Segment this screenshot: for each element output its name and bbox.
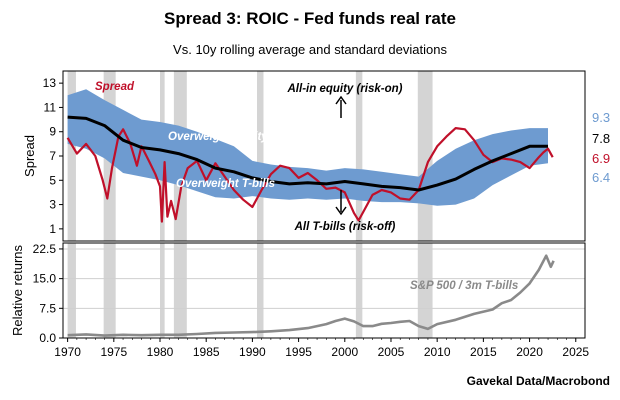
returns-panel: 0.0 7.5 15.0 22.5 Relative returns 1970 1975 19…	[10, 242, 589, 359]
x-tick-label: 2015	[470, 345, 497, 359]
recession-bar	[257, 71, 264, 241]
risk-off-arrow-head	[335, 206, 347, 216]
latest-value-label: 9.3	[592, 110, 610, 125]
risk-on-arrow-head	[335, 95, 347, 105]
y-tick-label: 9	[49, 125, 56, 139]
y-tick-label: 1	[49, 222, 56, 236]
x-tick-label: 1985	[193, 345, 220, 359]
risk-off-annotation: All T-bills (risk-off)	[294, 221, 396, 233]
y-axis-label: Relative returns	[10, 244, 25, 336]
source-note: Gavekal Data/Macrobond	[467, 374, 610, 388]
chart-title: Spread 3: ROIC - Fed funds real rate	[164, 9, 456, 28]
x-tick-label: 1980	[147, 345, 174, 359]
recession-bar	[160, 243, 165, 338]
returns-series-label: S&P 500 / 3m T-bills	[410, 280, 518, 292]
risk-on-annotation: All-in equity (risk-on)	[287, 83, 403, 95]
x-tick-label: 2005	[378, 345, 405, 359]
latest-values: 9.3 7.8 6.9 6.4	[592, 110, 610, 185]
recession-bar	[355, 71, 363, 241]
overweight-tbills-label: Overweight T-bills	[176, 178, 275, 190]
y-tick-label: 13	[43, 76, 57, 90]
latest-value-label: 6.9	[592, 151, 610, 166]
y-tick-label: 3	[49, 198, 56, 212]
recession-bar	[173, 243, 187, 338]
x-tick-label: 2010	[424, 345, 451, 359]
spread-annotation: Spread	[95, 81, 135, 93]
y-tick-label: 15.0	[33, 272, 57, 286]
spread-line	[66, 127, 554, 223]
chart-subtitle: Vs. 10y rolling average and standard dev…	[173, 42, 447, 57]
recession-bar	[257, 243, 264, 338]
x-tick-label: 1990	[239, 345, 266, 359]
returns-plot-frame	[62, 242, 586, 339]
x-tick-label: 2000	[331, 345, 358, 359]
latest-value-label: 7.8	[592, 131, 610, 146]
y-tick-label: 5	[49, 173, 56, 187]
recession-bar	[355, 243, 363, 338]
x-tick-label: 2025	[562, 345, 589, 359]
x-tick-label: 1975	[100, 345, 127, 359]
y-tick-label: 22.5	[33, 242, 57, 256]
y-tick-label: 7	[49, 149, 56, 163]
y-axis-label: Spread	[22, 135, 37, 177]
recession-bar	[67, 71, 76, 241]
std-deviation-band	[67, 89, 548, 206]
rolling-average-line	[67, 115, 548, 192]
y-tick-label: 7.5	[39, 301, 56, 315]
overweight-equity-label: Overweight equity	[168, 131, 268, 143]
recession-bar	[67, 243, 76, 338]
x-tick-label: 2020	[516, 345, 543, 359]
y-tick-label: 11	[44, 100, 57, 114]
x-tick-label: 1970	[54, 345, 81, 359]
x-tick-label: 1995	[285, 345, 312, 359]
y-tick-label: 0.0	[39, 331, 56, 345]
relative-returns-line	[67, 254, 555, 337]
latest-value-label: 6.4	[592, 170, 610, 185]
recession-bar	[417, 243, 433, 338]
recession-bar	[103, 243, 116, 338]
